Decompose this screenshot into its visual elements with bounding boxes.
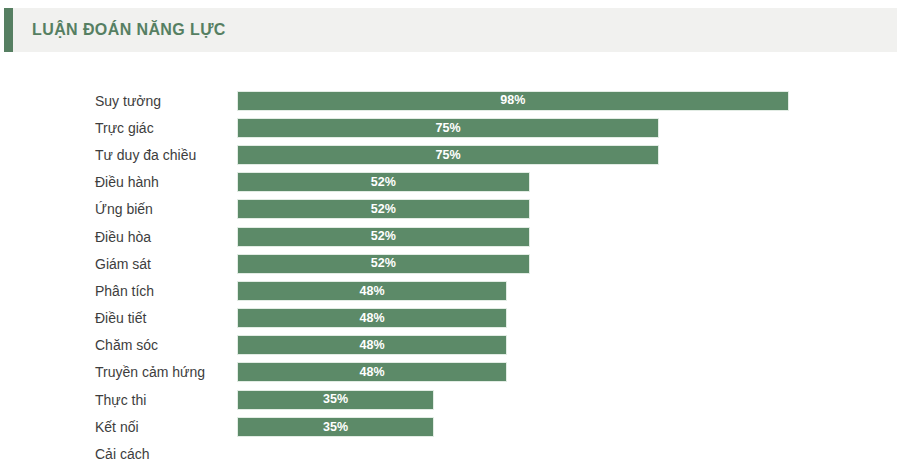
category-label: Truyền cảm hứng [95,364,237,380]
bar-track: 75% [237,118,800,138]
bar-track: 52% [237,172,800,192]
bar-track: 35% [237,390,800,410]
chart-row: Chăm sóc 48% [95,332,800,359]
chart-row: Điều tiết 48% [95,305,800,332]
chart-row: Cải cách [95,440,800,467]
chart-row: Kết nối 35% [95,413,800,440]
bar: 35% [237,390,434,410]
bar: 52% [237,199,530,219]
bar: 52% [237,172,530,192]
category-label: Cải cách [95,446,237,462]
bar-track: 52% [237,199,800,219]
value-label: 52% [371,257,396,270]
bar: 48% [237,362,507,382]
bar: 35% [237,417,434,437]
capability-bar-chart: Suy tưởng 98% Trực giác 75% Tư duy đa ch… [95,87,800,468]
value-label: 98% [500,94,525,107]
chart-row: Thực thi 35% [95,386,800,413]
bar: 52% [237,227,530,247]
category-label: Suy tưởng [95,93,237,109]
category-label: Kết nối [95,419,237,435]
value-label: 48% [360,339,385,352]
bar-track: 48% [237,335,800,355]
bar: 98% [237,91,789,111]
value-label: 48% [360,312,385,325]
bar-track: 48% [237,281,800,301]
bar-track: 52% [237,227,800,247]
chart-row: Giám sát 52% [95,250,800,277]
bar: 48% [237,335,507,355]
bar: 75% [237,118,659,138]
value-label: 75% [436,122,461,135]
value-label: 52% [371,176,396,189]
value-label: 52% [371,230,396,243]
value-label: 35% [323,421,348,434]
category-label: Phân tích [95,283,237,299]
category-label: Điều hành [95,174,237,190]
bar: 75% [237,145,659,165]
chart-row: Trực giác 75% [95,114,800,141]
chart-row: Ứng biến 52% [95,196,800,223]
category-label: Giám sát [95,256,237,272]
category-label: Chăm sóc [95,337,237,353]
bar-track: 98% [237,91,800,111]
chart-row: Tư duy đa chiều 75% [95,141,800,168]
value-label: 52% [371,203,396,216]
header-accent-bar [4,8,13,52]
bar-track: 52% [237,254,800,274]
category-label: Ứng biến [95,201,237,217]
bar-track: 48% [237,308,800,328]
bar-track [237,444,800,464]
chart-row: Suy tưởng 98% [95,87,800,114]
value-label: 75% [436,149,461,162]
value-label: 48% [360,366,385,379]
section-header: LUẬN ĐOÁN NĂNG LỰC [4,8,897,52]
chart-row: Điều hành 52% [95,169,800,196]
bar: 48% [237,281,507,301]
capability-report-page: LUẬN ĐOÁN NĂNG LỰC Suy tưởng 98% Trực gi… [0,0,900,474]
value-label: 35% [323,393,348,406]
category-label: Thực thi [95,392,237,408]
bar: 52% [237,254,530,274]
chart-row: Điều hòa 52% [95,223,800,250]
bar-track: 48% [237,362,800,382]
value-label: 48% [360,285,385,298]
chart-row: Phân tích 48% [95,277,800,304]
bar: 48% [237,308,507,328]
category-label: Tư duy đa chiều [95,147,237,163]
category-label: Điều hòa [95,229,237,245]
header-band: LUẬN ĐOÁN NĂNG LỰC [13,8,897,52]
bar-track: 75% [237,145,800,165]
chart-row: Truyền cảm hứng 48% [95,359,800,386]
category-label: Trực giác [95,120,237,136]
page-title: LUẬN ĐOÁN NĂNG LỰC [13,21,226,39]
category-label: Điều tiết [95,310,237,326]
bar-track: 35% [237,417,800,437]
